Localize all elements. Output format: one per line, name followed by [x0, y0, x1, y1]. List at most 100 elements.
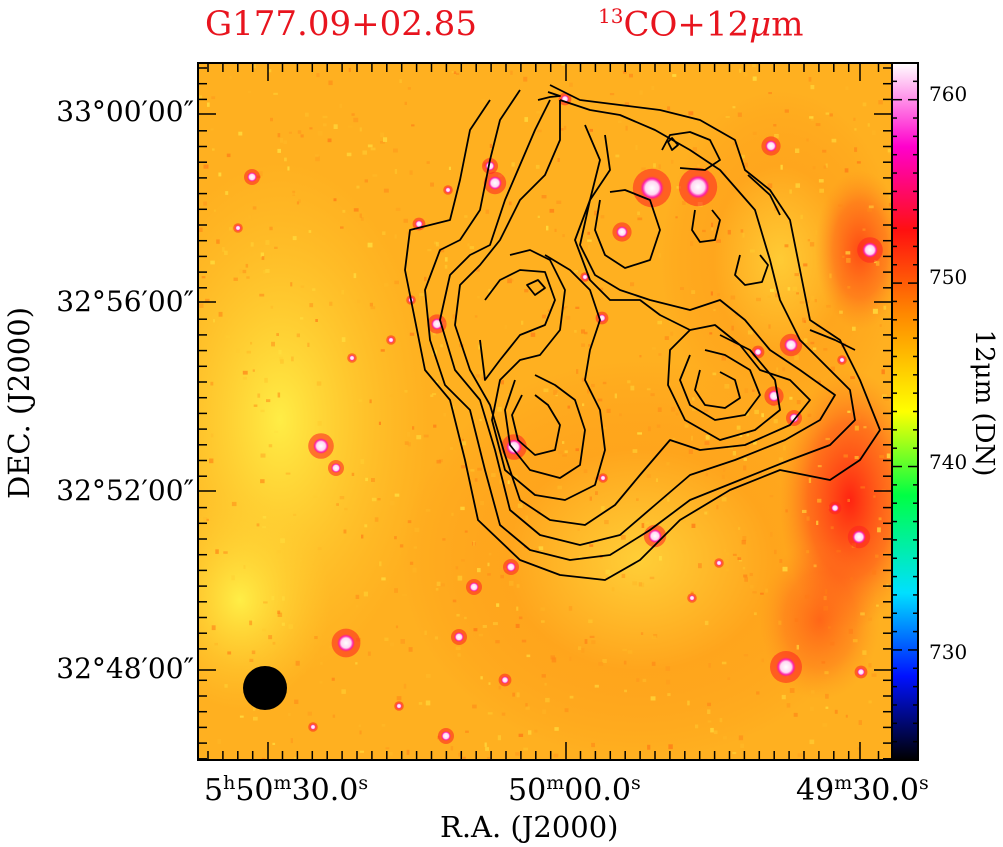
noise-pixel — [629, 73, 633, 78]
noise-pixel — [246, 276, 250, 279]
co-contours — [404, 84, 881, 581]
noise-pixel — [342, 209, 346, 213]
noise-pixel — [291, 192, 297, 196]
noise-pixel — [356, 185, 360, 189]
noise-pixel — [328, 80, 333, 86]
noise-pixel — [464, 215, 468, 218]
noise-pixel — [579, 524, 583, 529]
point-source — [445, 187, 451, 193]
noise-pixel — [214, 642, 218, 646]
noise-pixel — [484, 742, 487, 747]
noise-pixel — [218, 311, 223, 317]
noise-pixel — [423, 434, 429, 438]
noise-pixel — [671, 406, 676, 412]
noise-pixel — [381, 577, 386, 581]
colorbar-label: 740 — [929, 450, 968, 474]
noise-pixel — [569, 656, 572, 661]
noise-pixel — [819, 188, 824, 193]
noise-pixel — [589, 128, 593, 132]
noise-pixel — [367, 242, 373, 248]
noise-pixel — [487, 757, 491, 760]
noise-pixel — [551, 657, 557, 663]
noise-pixel — [722, 467, 726, 472]
noise-pixel — [216, 239, 220, 244]
noise-pixel — [816, 520, 819, 525]
noise-pixel — [383, 188, 389, 193]
noise-pixel — [879, 455, 885, 458]
noise-pixel — [725, 116, 730, 118]
noise-pixel — [524, 117, 528, 122]
noise-pixel — [198, 95, 203, 99]
noise-pixel — [525, 703, 528, 708]
noise-pixel — [732, 106, 736, 109]
noise-pixel — [407, 87, 411, 90]
noise-pixel — [857, 747, 861, 750]
noise-pixel — [242, 269, 247, 274]
noise-pixel — [575, 448, 579, 452]
noise-pixel — [279, 356, 284, 362]
noise-pixel — [469, 246, 475, 250]
noise-pixel — [497, 406, 502, 412]
noise-pixel — [875, 261, 880, 266]
point-source — [754, 348, 762, 356]
noise-pixel — [315, 319, 318, 322]
noise-pixel — [439, 248, 445, 253]
noise-pixel — [316, 73, 320, 78]
noise-pixel — [546, 225, 549, 231]
noise-pixel — [557, 485, 562, 490]
noise-pixel — [206, 740, 209, 745]
noise-pixel — [799, 301, 805, 304]
noise-pixel — [256, 523, 260, 527]
noise-pixel — [882, 394, 887, 399]
noise-pixel — [485, 747, 489, 751]
noise-pixel — [639, 90, 643, 95]
noise-pixel — [282, 596, 285, 601]
noise-pixel — [540, 607, 545, 611]
noise-pixel — [591, 742, 595, 748]
noise-pixel — [511, 278, 514, 282]
noise-pixel — [727, 677, 731, 680]
noise-pixel — [332, 714, 336, 718]
noise-pixel — [236, 348, 240, 353]
noise-pixel — [825, 693, 829, 699]
noise-pixel — [653, 163, 656, 168]
noise-pixel — [307, 342, 310, 347]
noise-pixel — [432, 393, 437, 396]
noise-pixel — [364, 179, 368, 183]
point-source — [616, 226, 628, 238]
noise-pixel — [752, 76, 757, 81]
noise-pixel — [553, 390, 558, 395]
noise-pixel — [773, 124, 777, 127]
noise-pixel — [260, 479, 265, 484]
noise-pixel — [472, 540, 476, 546]
orange-diffuse-region-upper — [660, 90, 892, 430]
noise-pixel — [455, 646, 461, 650]
noise-pixel — [317, 421, 322, 426]
noise-pixel — [530, 332, 536, 337]
noise-pixel — [810, 85, 815, 90]
noise-pixel — [369, 302, 373, 307]
noise-pixel — [455, 566, 459, 570]
noise-pixel — [824, 671, 829, 675]
noise-pixel — [554, 727, 559, 731]
noise-pixel — [372, 174, 378, 177]
noise-pixel — [886, 453, 891, 459]
contour-4 — [454, 100, 811, 526]
noise-pixel — [419, 296, 422, 301]
noise-pixel — [632, 449, 638, 453]
noise-pixel — [684, 424, 689, 428]
noise-pixel — [733, 342, 738, 347]
noise-pixel — [535, 164, 540, 169]
noise-pixel — [406, 749, 410, 755]
noise-pixel — [868, 700, 872, 704]
noise-pixel — [871, 673, 877, 677]
noise-pixel — [340, 226, 344, 229]
noise-pixel — [281, 622, 285, 626]
noise-pixel — [501, 380, 504, 385]
noise-pixel — [738, 527, 741, 530]
noise-pixel — [314, 154, 319, 158]
point-source — [862, 242, 878, 258]
noise-pixel — [277, 392, 281, 398]
noise-pixel — [316, 381, 322, 386]
noise-pixel — [723, 736, 727, 740]
